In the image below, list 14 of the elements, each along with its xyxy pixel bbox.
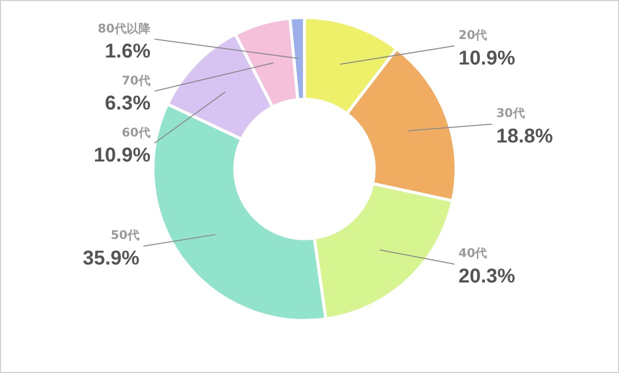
slice-label: 80代以降 bbox=[98, 21, 152, 36]
slice-label: 70代 bbox=[122, 73, 150, 88]
slice-label: 50代 bbox=[110, 228, 140, 242]
slice-label: 60代 bbox=[122, 125, 150, 140]
data-label: 10.9% bbox=[94, 144, 151, 167]
data-label: 35.9% bbox=[82, 248, 140, 270]
data-label: 18.8% bbox=[496, 126, 554, 148]
slice-label: 30代 bbox=[496, 106, 525, 120]
data-label: 6.3% bbox=[104, 92, 151, 115]
slice-label: 20代 bbox=[458, 28, 488, 42]
data-label: 10.9% bbox=[458, 47, 516, 70]
data-label: 1.6% bbox=[104, 40, 151, 63]
slice-label: 40代 bbox=[458, 246, 488, 260]
data-label: 20.3% bbox=[458, 266, 516, 288]
